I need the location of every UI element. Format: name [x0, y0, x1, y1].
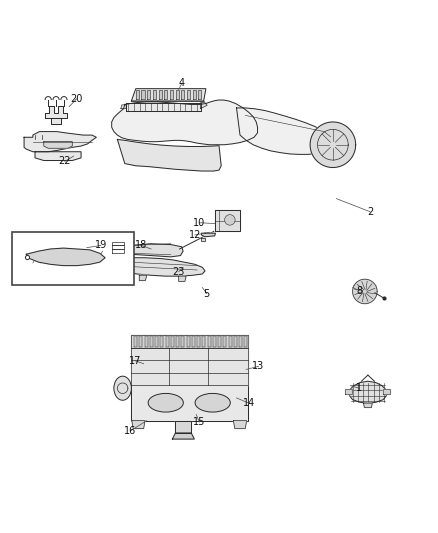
Polygon shape	[353, 279, 377, 304]
Polygon shape	[44, 142, 72, 148]
Text: 10: 10	[193, 217, 205, 228]
Polygon shape	[51, 118, 61, 124]
Polygon shape	[170, 90, 173, 99]
Polygon shape	[117, 140, 221, 171]
Polygon shape	[134, 336, 137, 346]
Text: 22: 22	[59, 156, 71, 166]
Text: 1: 1	[356, 383, 362, 393]
Polygon shape	[181, 90, 184, 99]
Text: 16: 16	[124, 426, 137, 436]
Polygon shape	[223, 336, 226, 346]
Polygon shape	[131, 335, 248, 348]
Polygon shape	[131, 88, 206, 101]
Polygon shape	[173, 433, 194, 439]
Text: 17: 17	[129, 356, 141, 366]
Polygon shape	[310, 122, 356, 167]
Polygon shape	[112, 242, 124, 246]
Polygon shape	[201, 233, 215, 237]
Polygon shape	[136, 90, 139, 99]
Polygon shape	[345, 389, 352, 394]
Polygon shape	[176, 421, 191, 433]
Polygon shape	[181, 336, 184, 346]
Polygon shape	[193, 90, 196, 99]
Polygon shape	[112, 100, 258, 145]
Polygon shape	[208, 336, 211, 346]
Polygon shape	[201, 103, 207, 108]
Polygon shape	[112, 245, 124, 249]
Polygon shape	[145, 336, 148, 346]
Polygon shape	[112, 249, 124, 253]
Polygon shape	[179, 276, 186, 281]
Polygon shape	[383, 389, 390, 394]
Polygon shape	[141, 90, 145, 99]
Polygon shape	[229, 336, 232, 346]
Polygon shape	[201, 238, 205, 241]
Polygon shape	[234, 336, 237, 346]
Text: 5: 5	[204, 289, 210, 298]
Polygon shape	[164, 90, 167, 99]
Ellipse shape	[114, 376, 131, 400]
Polygon shape	[147, 90, 150, 99]
Polygon shape	[171, 336, 174, 346]
Polygon shape	[364, 403, 372, 408]
Polygon shape	[237, 108, 333, 155]
Polygon shape	[233, 421, 247, 429]
Polygon shape	[244, 336, 247, 346]
Ellipse shape	[148, 393, 184, 412]
Polygon shape	[124, 258, 205, 276]
Polygon shape	[45, 106, 67, 118]
Text: 18: 18	[135, 240, 147, 251]
Polygon shape	[187, 90, 190, 99]
Polygon shape	[202, 336, 205, 346]
Polygon shape	[159, 90, 162, 99]
Polygon shape	[132, 421, 145, 429]
Polygon shape	[160, 336, 163, 346]
Text: 2: 2	[367, 207, 373, 217]
Polygon shape	[121, 105, 126, 108]
Text: 4: 4	[179, 78, 185, 88]
Text: 14: 14	[243, 398, 255, 408]
Polygon shape	[213, 336, 216, 346]
Polygon shape	[215, 211, 240, 231]
Polygon shape	[197, 336, 200, 346]
Polygon shape	[350, 381, 386, 403]
Polygon shape	[124, 244, 183, 257]
Text: 23: 23	[173, 266, 185, 277]
Polygon shape	[35, 152, 81, 160]
Polygon shape	[126, 103, 201, 110]
Polygon shape	[150, 336, 153, 346]
Polygon shape	[176, 90, 179, 99]
Polygon shape	[353, 286, 377, 298]
Text: 15: 15	[193, 417, 205, 427]
Polygon shape	[218, 336, 221, 346]
Polygon shape	[24, 132, 96, 152]
Bar	[12, 232, 134, 285]
Text: 12: 12	[189, 230, 201, 240]
Polygon shape	[198, 90, 201, 99]
Polygon shape	[239, 336, 242, 346]
Polygon shape	[155, 336, 158, 346]
Polygon shape	[153, 90, 156, 99]
Text: 13: 13	[252, 361, 265, 372]
Circle shape	[225, 215, 235, 225]
Polygon shape	[187, 336, 190, 346]
Text: 8: 8	[356, 286, 362, 296]
Text: 19: 19	[95, 240, 107, 251]
Ellipse shape	[195, 393, 230, 412]
Polygon shape	[192, 336, 195, 346]
Polygon shape	[131, 335, 248, 421]
Polygon shape	[139, 275, 147, 280]
Polygon shape	[26, 248, 105, 265]
Polygon shape	[131, 348, 248, 385]
Text: 20: 20	[71, 94, 83, 104]
Polygon shape	[166, 336, 169, 346]
Polygon shape	[176, 336, 179, 346]
Polygon shape	[139, 336, 142, 346]
